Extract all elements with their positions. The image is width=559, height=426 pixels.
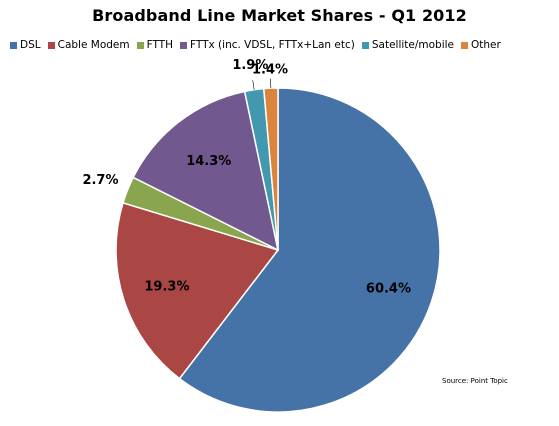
legend-swatch xyxy=(10,41,17,49)
chart-title: Broadband Line Market Shares - Q1 2012 xyxy=(92,6,467,25)
legend-item: Satellite/mobile xyxy=(361,39,455,51)
legend-swatch xyxy=(47,41,55,49)
slice-data-label: 60.4% xyxy=(366,281,411,296)
legend-label: DSL xyxy=(20,39,41,51)
legend-swatch xyxy=(180,41,187,49)
slice-data-label: 19.3% xyxy=(144,280,189,295)
pie-slice-dsl xyxy=(178,87,441,413)
legend-label: FTTH xyxy=(146,39,173,51)
pie-slices xyxy=(115,87,441,413)
pie-labels: 60.4% 19.3% 2.7% 14.3% 1.9%1.4% xyxy=(82,58,411,296)
slice-data-label: 14.3% xyxy=(186,154,231,169)
source-note: Source: Point Topic xyxy=(442,377,508,385)
legend-label: Cable Modem xyxy=(57,39,130,51)
chart-legend: DSL Cable Modem FTTH FTTx (inc. VDSL, FTTx+… xyxy=(10,39,555,51)
legend-item: Cable Modem xyxy=(47,39,130,51)
legend-label: Satellite/mobile xyxy=(371,39,455,51)
slice-data-label: 1.9% xyxy=(232,58,268,73)
pie-slice-other xyxy=(262,87,279,251)
legend-item: DSL xyxy=(10,39,41,51)
legend-item: FTTx (inc. VDSL, FTTx+Lan etc) xyxy=(180,39,355,51)
legend-swatch xyxy=(461,41,469,49)
pie-slice-cable xyxy=(115,201,280,380)
leader-line xyxy=(252,80,255,90)
legend-label: FTTx (inc. VDSL, FTTx+Lan etc) xyxy=(190,39,355,51)
legend-swatch xyxy=(361,41,369,49)
legend-item: Other xyxy=(461,39,501,51)
legend-label: Other xyxy=(471,39,501,51)
legend-item: FTTH xyxy=(136,39,173,51)
slice-data-label: 1.4% xyxy=(252,63,288,78)
legend-swatch xyxy=(136,41,144,49)
pie-slice-fttx xyxy=(132,90,280,252)
slice-data-label: 2.7% xyxy=(82,173,118,188)
